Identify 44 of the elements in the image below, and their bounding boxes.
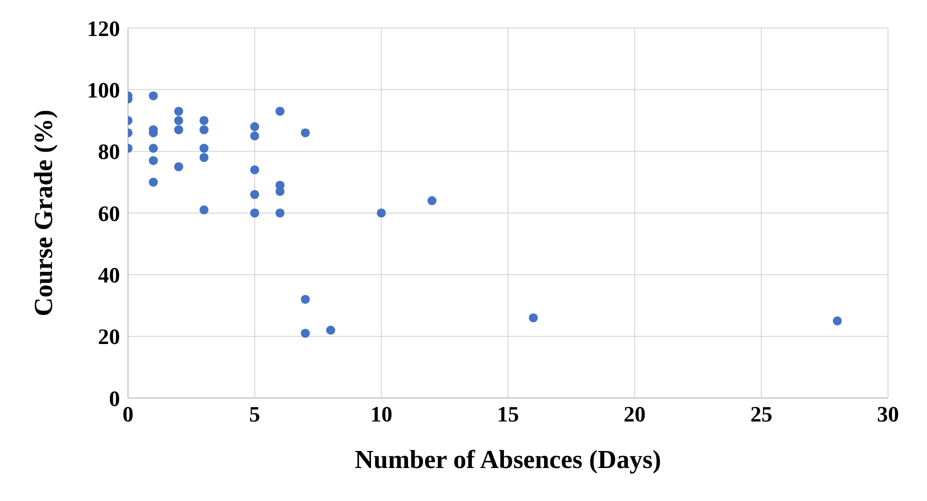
point bbox=[300, 328, 310, 338]
point bbox=[326, 326, 336, 335]
point bbox=[427, 196, 437, 206]
point bbox=[300, 128, 310, 138]
point bbox=[148, 156, 158, 166]
y-tick-label: 120 bbox=[87, 16, 120, 41]
point bbox=[250, 131, 260, 140]
x-tick-label: 20 bbox=[624, 402, 646, 427]
point bbox=[275, 208, 285, 218]
point bbox=[250, 208, 260, 218]
point bbox=[250, 165, 260, 174]
y-tick-label: 80 bbox=[98, 139, 120, 164]
y-tick-label: 20 bbox=[98, 324, 120, 350]
x-axis-title: Number of Absences (Days) bbox=[354, 445, 662, 474]
point bbox=[376, 208, 386, 218]
point bbox=[250, 190, 260, 200]
x-tick-label: 15 bbox=[497, 402, 519, 427]
point bbox=[174, 106, 184, 116]
point bbox=[275, 186, 285, 196]
point bbox=[174, 162, 184, 172]
point bbox=[199, 125, 209, 134]
point bbox=[275, 106, 285, 116]
point bbox=[148, 144, 158, 153]
point bbox=[148, 91, 158, 100]
point bbox=[832, 316, 842, 326]
point bbox=[199, 152, 209, 162]
point bbox=[300, 294, 310, 304]
point bbox=[174, 125, 184, 134]
x-tick-label: 5 bbox=[249, 402, 260, 427]
y-tick-label: 0 bbox=[109, 386, 120, 411]
point bbox=[174, 116, 184, 126]
point bbox=[528, 313, 538, 322]
x-tick-label: 30 bbox=[877, 402, 899, 427]
y-tick-label: 100 bbox=[87, 77, 120, 102]
x-tick-label: 10 bbox=[370, 402, 392, 427]
x-tick-label: 25 bbox=[750, 402, 772, 427]
y-tick-label: 40 bbox=[98, 262, 120, 288]
point bbox=[250, 122, 260, 132]
point bbox=[199, 116, 209, 126]
point bbox=[199, 144, 209, 153]
y-tick-label: 60 bbox=[98, 200, 120, 226]
y-axis-title: Course Grade (%) bbox=[29, 110, 58, 316]
point bbox=[199, 205, 209, 214]
point bbox=[148, 178, 158, 187]
